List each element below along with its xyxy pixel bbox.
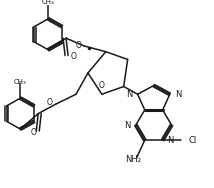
Text: CH₃: CH₃ [42,0,55,5]
Text: N: N [168,136,174,145]
Text: N: N [126,90,133,99]
Text: O: O [30,128,36,137]
Text: Cl: Cl [189,136,197,145]
Text: CH₃: CH₃ [14,79,27,85]
Text: N: N [125,121,131,130]
Text: NH₂: NH₂ [125,155,141,164]
Text: O: O [76,41,82,50]
Text: N: N [175,90,181,99]
Text: O: O [99,81,105,90]
Text: O: O [46,98,52,107]
Text: O: O [71,52,77,61]
